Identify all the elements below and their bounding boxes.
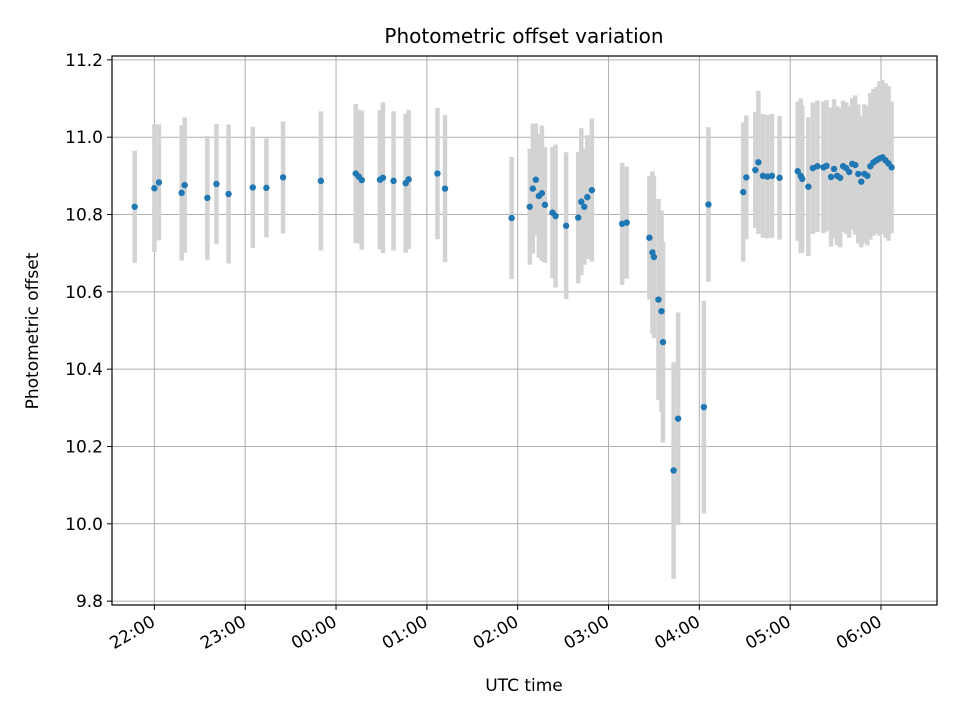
data-point [204,194,211,202]
data-point [225,190,232,198]
data-point [213,180,220,188]
data-point [584,193,591,201]
data-point [358,176,365,184]
data-point [538,190,546,197]
y-tick-label: 10.2 [65,437,103,457]
y-axis-ticks: 9.8 10.0 10.2 10.4 10.6 10.8 11.0 11.2 [65,51,112,612]
data-point [768,172,776,180]
data-point [623,219,630,226]
data-point [740,188,747,196]
y-tick-label: 10.6 [65,283,103,303]
data-point [131,203,138,210]
data-point [814,162,821,170]
chart-title: Photometric offset variation [384,24,663,48]
data-point [379,174,387,181]
data-point [755,159,762,166]
y-axis-label: Photometric offset [23,252,43,409]
data-point [562,222,570,229]
data-point [317,177,325,185]
data-point [658,307,665,315]
data-point [181,181,188,189]
data-point [552,212,559,220]
data-point [805,183,812,190]
data-point [855,170,862,178]
data-point [705,201,712,208]
data-point [526,203,533,210]
data-point [659,338,667,346]
data-point [794,168,801,175]
data-point [575,214,582,221]
data-point [508,214,515,222]
data-point [390,177,397,185]
data-point [823,162,830,169]
data-point [674,415,682,422]
data-point [405,176,412,183]
data-point [155,179,163,186]
data-point [263,184,270,192]
y-tick-label: 9.8 [76,592,103,612]
data-point [655,296,662,303]
data-point [836,174,844,181]
data-point [827,173,835,181]
data-point [743,174,750,181]
y-tick-label: 10.8 [65,206,103,226]
data-point [752,166,759,174]
data-point [776,174,783,181]
y-tick-label: 11.2 [65,51,103,71]
data-point [864,172,871,180]
y-tick-label: 11.0 [65,128,103,148]
data-point [434,170,441,177]
data-point [178,189,185,197]
y-tick-label: 10.0 [65,515,103,535]
data-point [529,185,537,192]
data-point [532,176,540,183]
data-points [131,154,895,474]
data-point [151,185,158,192]
data-point [852,161,859,169]
data-point [799,175,806,183]
x-axis-label: UTC time [485,676,563,696]
data-point [279,174,287,181]
data-point [249,184,256,191]
plot-frame [111,55,938,606]
data-point [650,253,658,261]
y-tick-label: 10.4 [65,360,103,380]
data-point [588,186,596,194]
data-point [888,164,895,171]
data-point [700,403,708,411]
data-point [541,201,549,209]
data-point [846,168,853,176]
data-point [858,178,865,185]
data-point [646,234,653,241]
data-point [830,165,838,173]
data-point [578,198,585,205]
data-point [581,203,588,210]
data-point [670,467,677,474]
data-point [441,185,449,192]
